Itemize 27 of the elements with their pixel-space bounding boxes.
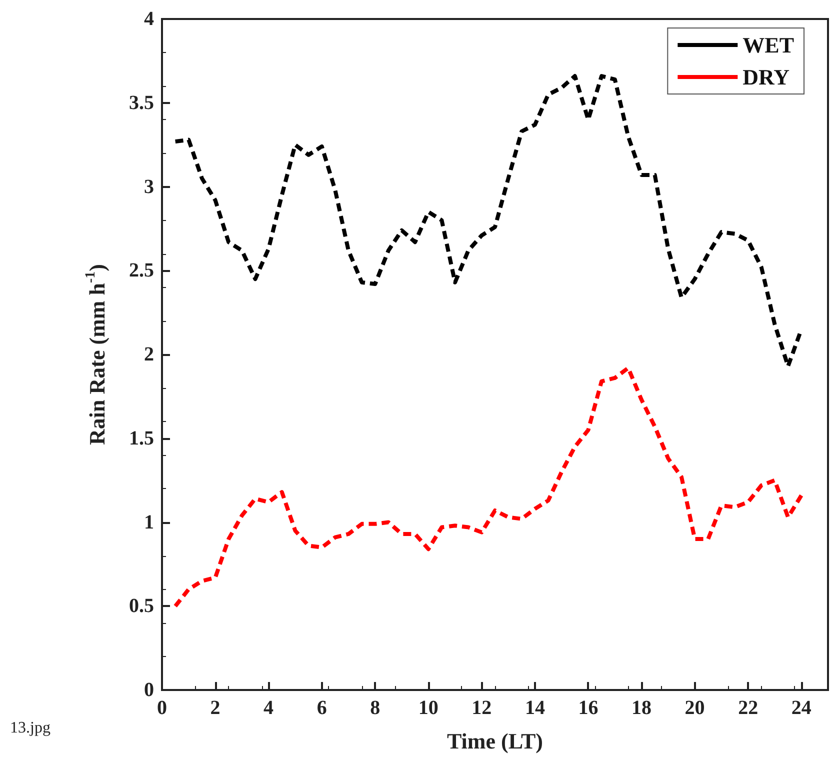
legend-label: WET — [742, 32, 794, 58]
x-axis-title: Time (LT) — [447, 728, 543, 754]
y-tick-label: 2 — [144, 344, 154, 366]
x-tick-label: 18 — [632, 697, 652, 719]
x-tick-label: 16 — [578, 697, 598, 719]
x-tick-label: 8 — [370, 697, 380, 719]
x-tick-label: 2 — [210, 697, 220, 719]
y-tick-label: 1 — [144, 511, 154, 534]
x-tick-label: 22 — [738, 697, 758, 719]
y-tick-label: 3.5 — [129, 92, 154, 114]
x-tick-label: 6 — [316, 697, 327, 719]
x-tick-label: 14 — [524, 697, 545, 719]
y-tick-label: 0.5 — [129, 595, 154, 618]
y-tick-label: 2.5 — [129, 260, 154, 282]
y-tick-label: 4 — [144, 8, 154, 30]
legend-label: DRY — [742, 64, 790, 90]
y-axis-title: Rain Rate (mm h-1) — [84, 264, 110, 445]
text: 13.jpg — [10, 720, 50, 736]
y-tick-label: 0 — [144, 679, 154, 701]
x-tick-label: 20 — [684, 697, 705, 719]
line-series — [173, 366, 804, 608]
y-tick-label: 1.5 — [129, 427, 154, 450]
x-tick-label: 24 — [791, 697, 812, 719]
x-tick-label: 4 — [264, 697, 274, 719]
y-tick-label: 3 — [144, 176, 154, 198]
x-tick-label: 12 — [472, 697, 492, 719]
x-tick-label: 10 — [418, 697, 438, 719]
